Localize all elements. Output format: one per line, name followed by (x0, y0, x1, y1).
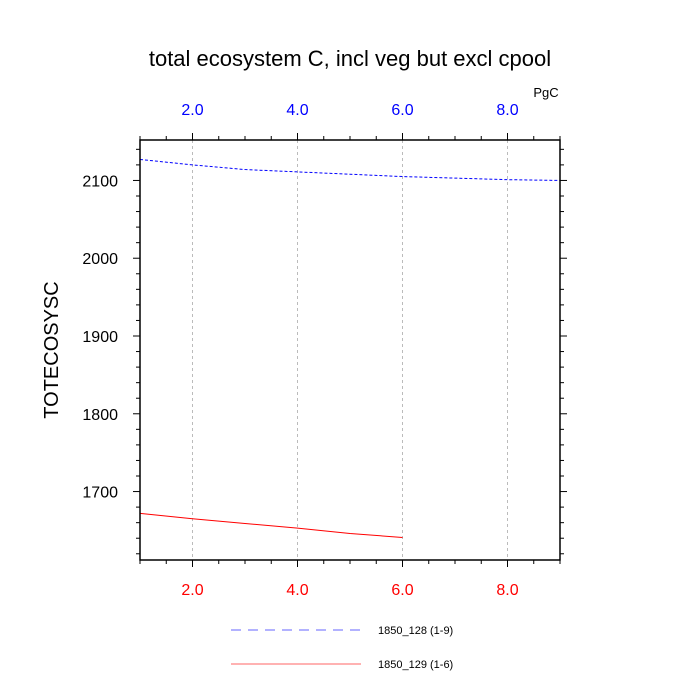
y-tick-label: 1700 (82, 485, 118, 502)
y-tick-label: 2100 (82, 173, 118, 190)
y-axis-label: TOTECOSYSC (41, 281, 63, 418)
legend-label: 1850_128 (1-9) (378, 625, 453, 637)
x-tick-label: 6.0 (391, 582, 413, 599)
units-label: PgC (533, 85, 558, 100)
grid (192, 140, 508, 560)
legend-label: 1850_129 (1-6) (378, 659, 453, 671)
x-top-tick-label: 4.0 (286, 102, 308, 119)
series-lines (139, 158, 561, 538)
series-line (139, 512, 403, 538)
y-tick-label: 2000 (82, 251, 118, 268)
ticks: 2.0 2.0 4.0 4.0 6.0 6.0 8.0 8.0 1700 1800 1900 2000… (82, 102, 567, 599)
chart-title: total ecosystem C, incl veg but excl cpo… (149, 46, 551, 71)
x-tick-label: 8.0 (496, 582, 518, 599)
series-line (139, 158, 561, 181)
legend: 1850_128 (1-9) 1850_129 (1-6) (231, 625, 453, 671)
x-tick-label: 4.0 (286, 582, 308, 599)
x-tick-label: 2.0 (181, 582, 203, 599)
x-top-tick-label: 2.0 (181, 102, 203, 119)
y-tick-label: 1800 (82, 407, 118, 424)
x-top-tick-label: 6.0 (391, 102, 413, 119)
x-top-tick-label: 8.0 (496, 102, 518, 119)
y-tick-label: 1900 (82, 329, 118, 346)
plot-frame (139, 139, 561, 561)
